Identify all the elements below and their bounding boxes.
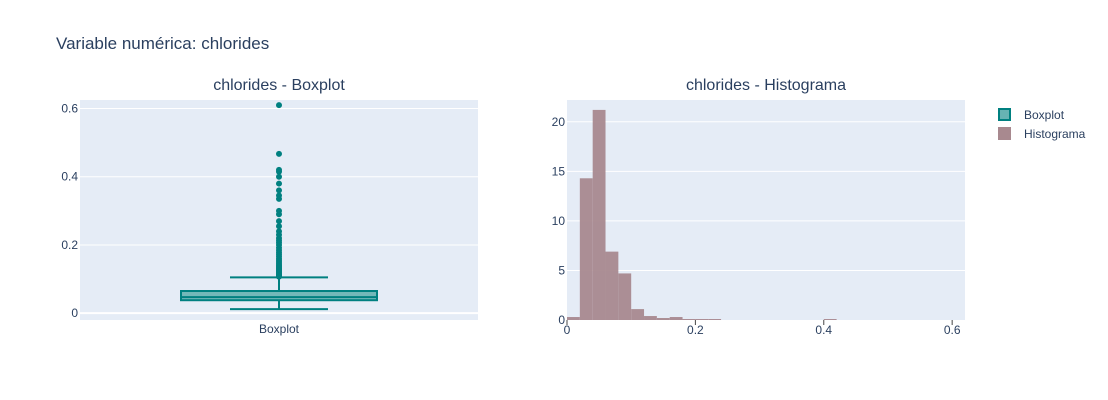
histogram-bar [682,319,696,320]
boxplot-outlier-point [276,207,282,214]
histogram-bar [567,317,580,320]
boxplot-box [180,290,378,302]
histogram-bar [823,319,837,320]
legend-swatch-boxplot [998,108,1011,121]
histogram-x-tick-label: 0.6 [944,323,961,337]
histogram-y-tick-label: 10 [552,214,566,228]
boxplot-y-tick-label: 0.6 [61,102,78,116]
histogram-x-tick-label: 0 [564,323,571,337]
histogram-plot-area [567,100,965,320]
boxplot-y-tick-label: 0.2 [61,238,78,252]
boxplot-outlier-point [276,166,282,173]
boxplot-y-tick-label: 0.4 [61,170,78,184]
histogram-y-tick-label: 15 [552,164,566,178]
boxplot-subtitle: chlorides - Boxplot [213,77,345,94]
histogram-bar [605,251,619,320]
histogram-bar [631,309,645,320]
boxplot-outlier-point [276,223,282,230]
boxplot-outlier-point [276,218,282,225]
histogram-bar [579,178,593,320]
legend-swatch-histograma [998,127,1011,140]
boxplot-y-tick-label: 0 [71,306,78,320]
legend-item-histograma[interactable]: Histograma [998,127,1086,141]
histogram-x-tick-label: 0.4 [815,323,832,337]
histogram-y-tick-label: 0 [558,313,565,327]
histogram-bar [695,319,709,320]
boxplot-outlier-point [276,187,282,194]
boxplot-outlier-point [276,228,282,235]
legend[interactable]: Boxplot Histograma [998,108,1086,141]
histogram-bar [708,319,722,320]
histogram-bar [656,318,670,320]
legend-label: Histograma [1024,127,1086,141]
figure-title: Variable numérica: chlorides [56,34,270,53]
histogram-subtitle: chlorides - Histograma [685,77,847,94]
boxplot-outlier-point [276,180,282,187]
boxplot-x-tick-label: Boxplot [259,322,300,336]
boxplot-panel: 0 0.2 0.4 0.6 Boxplot [61,100,478,336]
boxplot-outlier-point [276,173,282,180]
boxplot-outlier-point [276,192,282,199]
histogram-bar [618,273,632,320]
boxplot-outlier-point [276,150,282,157]
histogram-x-tick-label: 0.2 [687,323,704,337]
histogram-panel: 0 5 10 15 20 0 0.2 0.4 0.6 [552,100,965,337]
histogram-y-tick-label: 20 [552,115,566,129]
histogram-bar [644,316,657,320]
histogram-bar [669,317,683,320]
histogram-y-tick-label: 5 [558,263,565,277]
histogram-bar [592,109,606,320]
legend-item-boxplot[interactable]: Boxplot [998,108,1065,122]
boxplot-outlier-point [276,102,282,109]
legend-label: Boxplot [1024,108,1065,122]
